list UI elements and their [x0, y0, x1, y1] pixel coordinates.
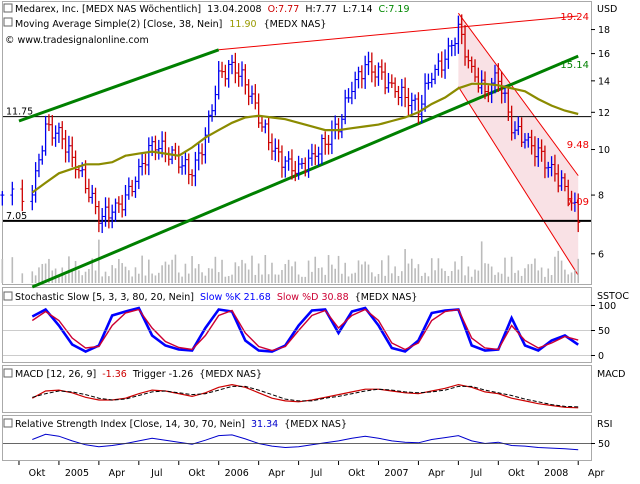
time-axis-label: 2008 — [544, 468, 568, 479]
stochastic-legend-label: Stochastic Slow [5, 3, 3, 80, 20, Nein] — [15, 292, 194, 303]
stochastic-k-value: Slow %K 21.68 — [200, 292, 271, 303]
moving-average-group — [31, 82, 579, 194]
low-value: L:7.14 — [343, 4, 373, 15]
copyright-text: © www.tradesignalonline.com — [5, 35, 149, 46]
time-axis-label: Jul — [150, 468, 162, 479]
pane-frames — [2, 1, 592, 461]
ma-legend-symbol: {MEDX NAS} — [264, 19, 327, 30]
rsi-group — [3, 433, 591, 451]
channel-upper-line — [457, 12, 579, 176]
stochastic-axis-label: 0 — [598, 351, 604, 362]
macd-collapse-button[interactable] — [3, 368, 13, 378]
ma-legend: Moving Average Simple(2) [Close, 38, Nei… — [15, 19, 326, 30]
price-marker-label: 7.09 — [567, 197, 589, 208]
time-axis-label: Apr — [588, 468, 605, 479]
time-axis-label: Apr — [109, 468, 126, 479]
stochastic-axis-label: 100 — [598, 301, 616, 312]
price-pane-header: Medarex, Inc. [MEDX NAS Wöchentlich] 13.… — [3, 3, 617, 46]
price-axis-label: 12 — [598, 108, 610, 119]
macd-value: -1.36 — [102, 369, 127, 380]
price-marker-label: 15.14 — [560, 60, 589, 71]
time-axis-label: Jul — [470, 468, 482, 479]
support-line-label: 7.05 — [6, 211, 27, 222]
red-trendline — [218, 15, 579, 51]
ma-legend-label: Moving Average Simple(2) [Close, 38, Nei… — [15, 19, 222, 30]
time-axis-label: Okt — [508, 468, 525, 479]
instrument-name: Medarex, Inc. [MEDX NAS Wöchentlich] — [15, 4, 201, 15]
bar-date: 13.04.2008 — [207, 4, 261, 15]
moving-average-line — [31, 82, 579, 194]
macd-symbol: {MEDX NAS} — [199, 369, 262, 380]
volume-group — [1, 239, 580, 283]
horizontal-lines-group: 11.75 7.05 — [3, 107, 591, 222]
stochastic-d-line — [31, 308, 579, 352]
time-axis-label: Apr — [268, 468, 285, 479]
stochastic-d-value: Slow %D 30.88 — [277, 292, 349, 303]
rsi-legend-label: Relative Strength Index [Close, 14, 30, … — [15, 419, 245, 430]
time-axis-label: 2007 — [384, 468, 408, 479]
open-value: O:7.77 — [268, 4, 300, 15]
macd-trigger-line — [32, 385, 579, 408]
macd-pane-frame — [2, 365, 592, 413]
macd-axis-label: MACD — [597, 369, 625, 380]
high-value: H:7.77 — [305, 4, 337, 15]
rsi-value: 31.34 — [251, 419, 278, 430]
price-marker-label: 19.24 — [560, 12, 589, 23]
price-axis-label: 6 — [598, 249, 604, 260]
price-bars-group — [0, 14, 581, 234]
stochastic-k-line — [31, 306, 579, 353]
stochastic-collapse-button[interactable] — [3, 291, 13, 301]
time-axis-label: Jul — [310, 468, 322, 479]
support-line-label: 11.75 — [6, 107, 33, 118]
stochastic-header: Stochastic Slow [5, 3, 3, 80, 20, Nein] … — [3, 291, 629, 303]
rsi-axis-label: RSI — [597, 419, 612, 430]
time-axis-label: 2005 — [65, 468, 89, 479]
stochastic-axis-label: SSTOC — [597, 291, 629, 302]
ma-toggle-button[interactable] — [3, 17, 13, 27]
price-pane-title: Medarex, Inc. [MEDX NAS Wöchentlich] 13.… — [15, 4, 410, 15]
price-axis-label: 16 — [598, 49, 610, 60]
price-unit-label: USD — [597, 4, 617, 15]
time-axis-label: Okt — [188, 468, 205, 479]
stochastic-legend: Stochastic Slow [5, 3, 3, 80, 20, Nein] … — [15, 292, 417, 303]
rsi-collapse-button[interactable] — [3, 418, 13, 428]
channel-lower-line — [457, 86, 579, 276]
time-axis-label: Apr — [428, 468, 445, 479]
close-value: C:7.19 — [379, 4, 410, 15]
rsi-symbol: {MEDX NAS} — [284, 419, 347, 430]
price-axis-label: 18 — [598, 25, 610, 36]
price-axis-label: 8 — [598, 191, 604, 202]
time-axis-label: Okt — [348, 468, 365, 479]
macd-legend: MACD [12, 26, 9] -1.36 Trigger -1.26 {ME… — [15, 369, 262, 380]
macd-header: MACD [12, 26, 9] -1.36 Trigger -1.26 {ME… — [3, 368, 625, 380]
time-axis-label: 2006 — [225, 468, 249, 479]
price-axis-label: 14 — [598, 76, 610, 87]
channel-group — [457, 12, 579, 276]
channel-fill — [458, 13, 579, 276]
stochastic-symbol: {MEDX NAS} — [355, 292, 418, 303]
axes-group: 6 8 10 12 14 16 18 0 50 100 50 Okt 2005 Apr Jul Okt 2006… — [18, 25, 616, 479]
green-trendline — [18, 48, 220, 123]
macd-trigger-value: Trigger -1.26 — [132, 369, 193, 380]
rsi-axis-label: 50 — [598, 439, 610, 450]
price-marker-label: 9.48 — [567, 140, 589, 151]
price-pane-collapse-button[interactable] — [3, 3, 13, 13]
rsi-pane-frame — [2, 415, 592, 461]
ma-legend-value: 11.90 — [229, 19, 256, 30]
stochastic-axis-label: 50 — [598, 326, 610, 337]
macd-group — [32, 383, 579, 409]
rsi-legend: Relative Strength Index [Close, 14, 30, … — [15, 419, 347, 430]
stochastic-group — [3, 305, 591, 356]
rsi-header: Relative Strength Index [Close, 14, 30, … — [3, 418, 612, 430]
price-labels-group: 19.24 15.14 9.48 7.09 — [560, 12, 589, 208]
time-axis-label: Okt — [29, 468, 46, 479]
price-axis-label: 10 — [598, 145, 610, 156]
macd-legend-label: MACD [12, 26, 9] — [15, 369, 96, 380]
price-pane-frame — [2, 1, 592, 285]
